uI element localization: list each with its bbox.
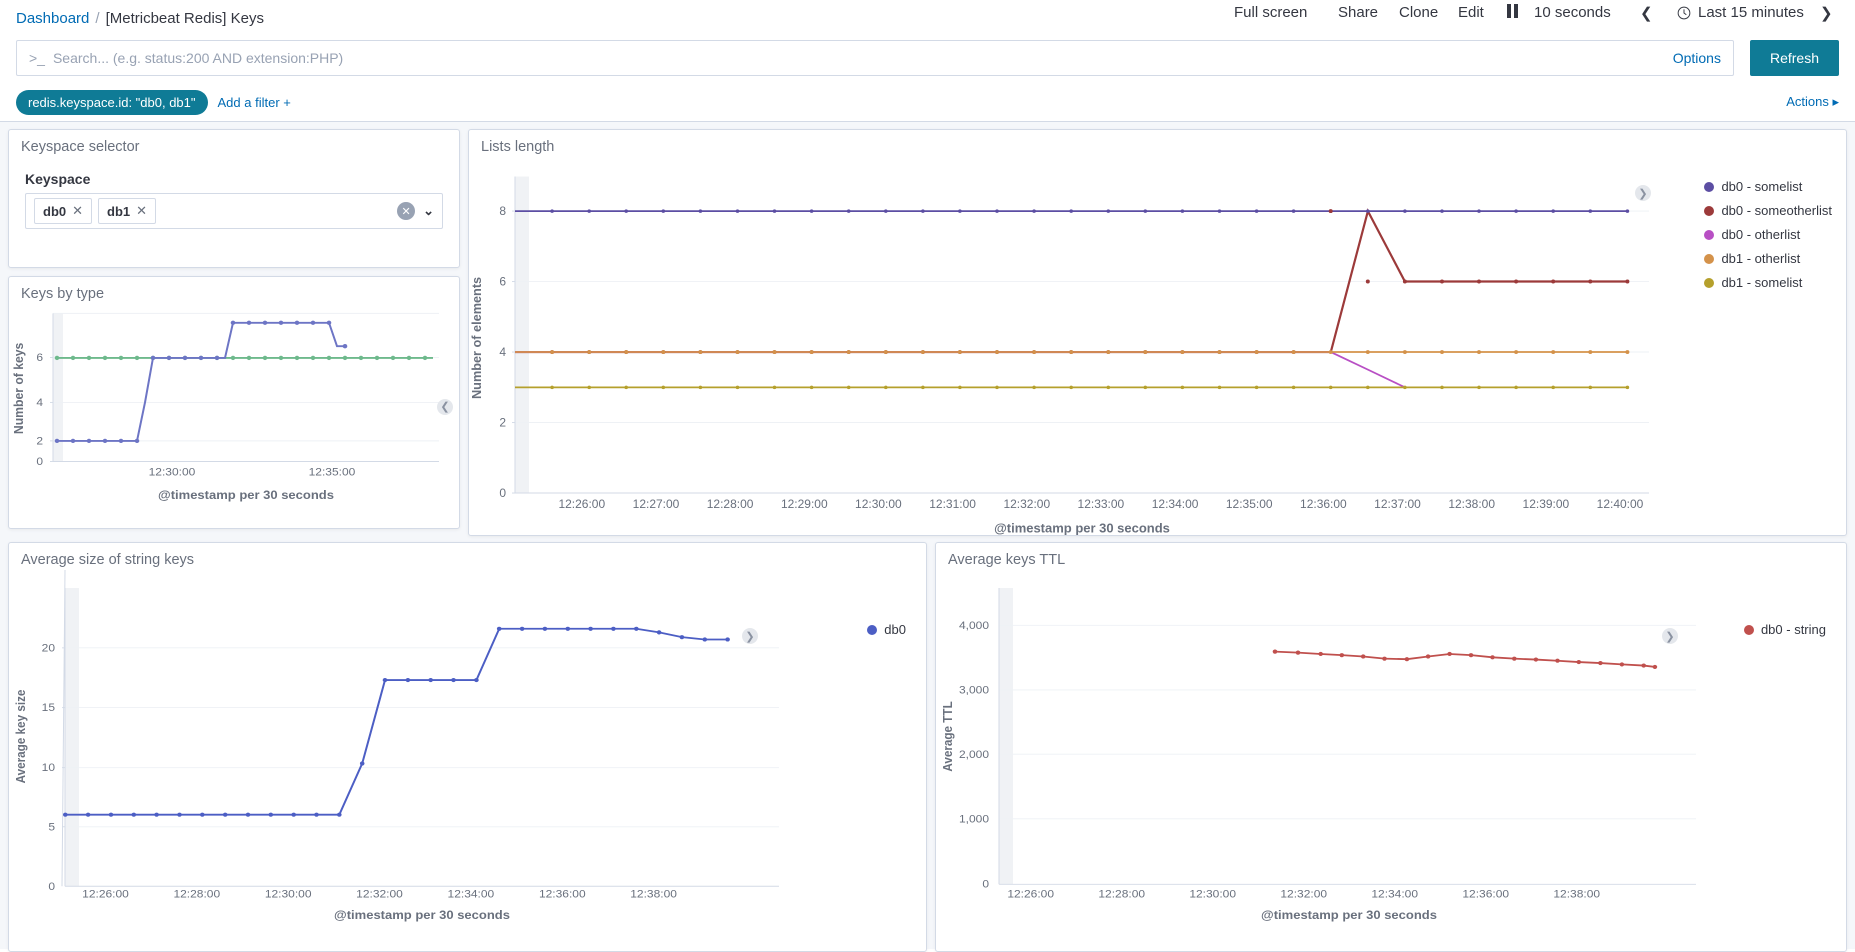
svg-text:12:34:00: 12:34:00 (448, 889, 495, 900)
svg-text:20: 20 (42, 643, 55, 654)
svg-text:3,000: 3,000 (959, 685, 989, 696)
svg-text:1,000: 1,000 (959, 814, 989, 825)
svg-text:12:32:00: 12:32:00 (1280, 889, 1327, 900)
svg-text:12:27:00: 12:27:00 (633, 497, 680, 511)
svg-text:12:33:00: 12:33:00 (1078, 497, 1125, 511)
svg-text:12:38:00: 12:38:00 (630, 889, 677, 900)
svg-text:Average key size: Average key size (13, 689, 28, 783)
svg-text:12:37:00: 12:37:00 (1374, 497, 1421, 511)
svg-text:4: 4 (36, 397, 43, 410)
svg-text:0: 0 (499, 486, 506, 500)
svg-text:Average TTL: Average TTL (940, 701, 955, 772)
svg-text:12:30:00: 12:30:00 (855, 497, 902, 511)
svg-text:12:26:00: 12:26:00 (1007, 889, 1054, 900)
svg-text:10: 10 (42, 763, 55, 774)
svg-text:5: 5 (48, 822, 55, 833)
svg-text:@timestamp per 30 seconds: @timestamp per 30 seconds (334, 909, 510, 922)
svg-text:12:26:00: 12:26:00 (558, 497, 605, 511)
svg-text:12:34:00: 12:34:00 (1371, 889, 1418, 900)
svg-text:6: 6 (499, 275, 506, 289)
svg-text:@timestamp per 30 seconds: @timestamp per 30 seconds (158, 488, 334, 502)
svg-text:Number of keys: Number of keys (12, 343, 26, 434)
svg-text:0: 0 (48, 881, 55, 892)
svg-text:2: 2 (36, 435, 43, 448)
svg-text:@timestamp per 30 seconds: @timestamp per 30 seconds (994, 521, 1170, 536)
svg-text:15: 15 (42, 703, 55, 714)
svg-text:0: 0 (982, 879, 989, 890)
svg-text:12:36:00: 12:36:00 (1462, 889, 1509, 900)
svg-text:12:32:00: 12:32:00 (356, 889, 403, 900)
svg-text:12:35:00: 12:35:00 (309, 466, 356, 479)
svg-text:12:28:00: 12:28:00 (173, 889, 220, 900)
svg-text:12:36:00: 12:36:00 (539, 889, 586, 900)
svg-text:12:28:00: 12:28:00 (1098, 889, 1145, 900)
svg-text:6: 6 (36, 352, 43, 365)
svg-text:12:35:00: 12:35:00 (1226, 497, 1273, 511)
svg-text:12:38:00: 12:38:00 (1553, 889, 1600, 900)
svg-text:Number of elements: Number of elements (469, 277, 484, 399)
svg-text:2,000: 2,000 (959, 749, 989, 760)
svg-text:4,000: 4,000 (959, 620, 989, 631)
svg-text:12:32:00: 12:32:00 (1003, 497, 1050, 511)
svg-text:0: 0 (36, 456, 43, 469)
svg-text:2: 2 (499, 416, 506, 430)
svg-text:12:28:00: 12:28:00 (707, 497, 754, 511)
svg-text:12:31:00: 12:31:00 (929, 497, 976, 511)
svg-text:12:40:00: 12:40:00 (1597, 497, 1644, 511)
svg-text:12:26:00: 12:26:00 (82, 889, 129, 900)
svg-text:12:36:00: 12:36:00 (1300, 497, 1347, 511)
svg-text:12:29:00: 12:29:00 (781, 497, 828, 511)
svg-text:12:30:00: 12:30:00 (265, 889, 312, 900)
svg-text:12:39:00: 12:39:00 (1523, 497, 1570, 511)
svg-text:8: 8 (499, 204, 506, 218)
svg-text:@timestamp per 30 seconds: @timestamp per 30 seconds (1261, 909, 1437, 922)
svg-text:12:30:00: 12:30:00 (1189, 889, 1236, 900)
svg-text:12:34:00: 12:34:00 (1152, 497, 1199, 511)
svg-text:12:30:00: 12:30:00 (149, 466, 196, 479)
svg-text:4: 4 (499, 345, 506, 359)
svg-text:12:38:00: 12:38:00 (1448, 497, 1495, 511)
